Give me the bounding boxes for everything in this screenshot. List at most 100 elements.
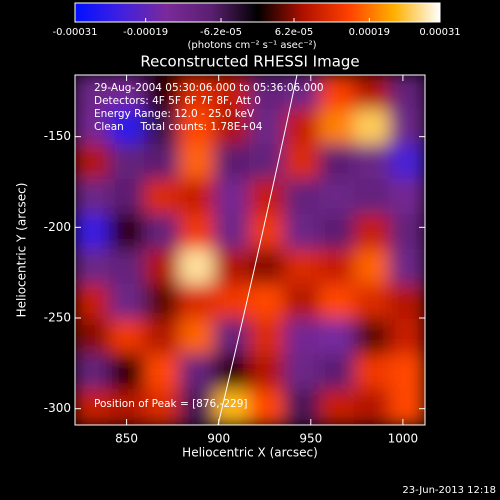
- heatmap-cell: [179, 214, 216, 251]
- x-tick-label: 1000: [388, 432, 419, 446]
- heatmap-cell: [389, 109, 425, 146]
- heatmap-cell: [109, 75, 146, 111]
- heatmap-cell: [284, 389, 321, 425]
- heatmap-cell: [144, 249, 181, 286]
- heatmap-cell: [109, 389, 146, 425]
- heatmap-cell: [214, 214, 251, 251]
- heatmap-cell: [109, 319, 146, 356]
- heatmap-cell: [389, 284, 425, 321]
- heatmap-cell: [249, 75, 286, 111]
- heatmap-cell: [319, 249, 356, 286]
- heatmap-cell: [179, 354, 216, 391]
- heatmap-cell: [249, 284, 286, 321]
- heatmap-cell: [179, 109, 216, 146]
- heatmap-cell: [75, 179, 111, 216]
- y-tick-label: -250: [44, 311, 71, 325]
- heatmap-cell: [284, 179, 321, 216]
- heatmap-cell: [319, 284, 356, 321]
- heatmap-cell: [354, 354, 391, 391]
- heatmap-cell: [179, 75, 216, 111]
- heatmap-cell: [249, 214, 286, 251]
- heatmap-cell: [319, 179, 356, 216]
- heatmap-cell: [109, 249, 146, 286]
- heatmap-cell: [75, 354, 111, 391]
- x-tick-label: 900: [207, 432, 230, 446]
- peak-label: Position of Peak = [876,-229]: [94, 398, 248, 410]
- heatmap-cell: [389, 354, 425, 391]
- heatmap-cell: [179, 389, 216, 425]
- heatmap-cell: [214, 354, 251, 391]
- heatmap-cell: [179, 284, 216, 321]
- heatmap-cell: [75, 389, 111, 425]
- x-axis-label: Heliocentric X (arcsec): [182, 446, 318, 460]
- colorbar-tick-label: 0.00031: [419, 27, 460, 38]
- heatmap-cell: [319, 214, 356, 251]
- heatmap-cell: [109, 354, 146, 391]
- colorbar-tick-label: -6.2e-05: [200, 27, 242, 38]
- heatmap-cell: [179, 249, 216, 286]
- heatmap-cell: [389, 144, 425, 181]
- heatmap-cell: [319, 109, 356, 146]
- heatmap-cell: [214, 389, 251, 425]
- heatmap-cell: [144, 179, 181, 216]
- heatmap-cell: [389, 75, 425, 111]
- chart-title: Reconstructed RHESSI Image: [140, 53, 359, 71]
- y-tick-label: -150: [44, 129, 71, 143]
- heatmap-cell: [144, 389, 181, 425]
- heatmap-cell: [354, 75, 391, 111]
- y-tick-label: -200: [44, 220, 71, 234]
- heatmap-cell: [109, 144, 146, 181]
- colorbar: [74, 2, 441, 23]
- heatmap-cell: [144, 75, 181, 111]
- annotation: Clean Total counts: 1.78E+04: [94, 121, 263, 133]
- heatmap-cell: [389, 319, 425, 356]
- heatmap-cell: [249, 389, 286, 425]
- heatmap-cell: [284, 249, 321, 286]
- heatmap-cell: [354, 214, 391, 251]
- heatmap-cell: [144, 354, 181, 391]
- heatmap-cell: [319, 144, 356, 181]
- heatmap-cell: [75, 249, 111, 286]
- heatmap-cell: [214, 284, 251, 321]
- heatmap-cell: [75, 214, 111, 251]
- colorbar-tick-label: 6.2e-05: [275, 27, 313, 38]
- heatmap-cell: [109, 284, 146, 321]
- heatmap-cell: [249, 354, 286, 391]
- plot-frame: [74, 74, 426, 426]
- colorbar-label: (photons cm⁻² s⁻¹ asec⁻²): [187, 40, 316, 51]
- heatmap-cell: [284, 284, 321, 321]
- heatmap-cells: [75, 75, 425, 425]
- heatmap-cell: [284, 354, 321, 391]
- heatmap-cell: [389, 214, 425, 251]
- heatmap-cell: [319, 389, 356, 425]
- heatmap-cell: [109, 109, 146, 146]
- heatmap-cell: [249, 109, 286, 146]
- heatmap-cell: [354, 319, 391, 356]
- annotation: Energy Range: 12.0 - 25.0 keV: [94, 108, 255, 120]
- heatmap-cell: [214, 109, 251, 146]
- heatmap-cell: [249, 249, 286, 286]
- heatmap-cell: [75, 284, 111, 321]
- y-tick-label: -300: [44, 401, 71, 415]
- heatmap-cell: [284, 319, 321, 356]
- heatmap-cell: [354, 144, 391, 181]
- heatmap-cell: [389, 389, 425, 425]
- heatmap-cell: [354, 284, 391, 321]
- heatmap-cell: [109, 179, 146, 216]
- heatmap-cell: [389, 179, 425, 216]
- heatmap-cell: [75, 75, 111, 111]
- heatmap-cell: [354, 109, 391, 146]
- annotation: Detectors: 4F 5F 6F 7F 8F, Att 0: [94, 95, 261, 107]
- heatmap-cell: [214, 179, 251, 216]
- annotation: 29-Aug-2004 05:30:06.000 to 05:36:06.000: [94, 82, 324, 94]
- heatmap-cell: [144, 214, 181, 251]
- x-tick-label: 950: [299, 432, 322, 446]
- heatmap-cell: [249, 144, 286, 181]
- heatmap-cell: [284, 109, 321, 146]
- heatmap-cell: [144, 319, 181, 356]
- heatmap-cell: [214, 319, 251, 356]
- heatmap-cell: [249, 319, 286, 356]
- heatmap-cell: [354, 249, 391, 286]
- heatmap-cell: [144, 109, 181, 146]
